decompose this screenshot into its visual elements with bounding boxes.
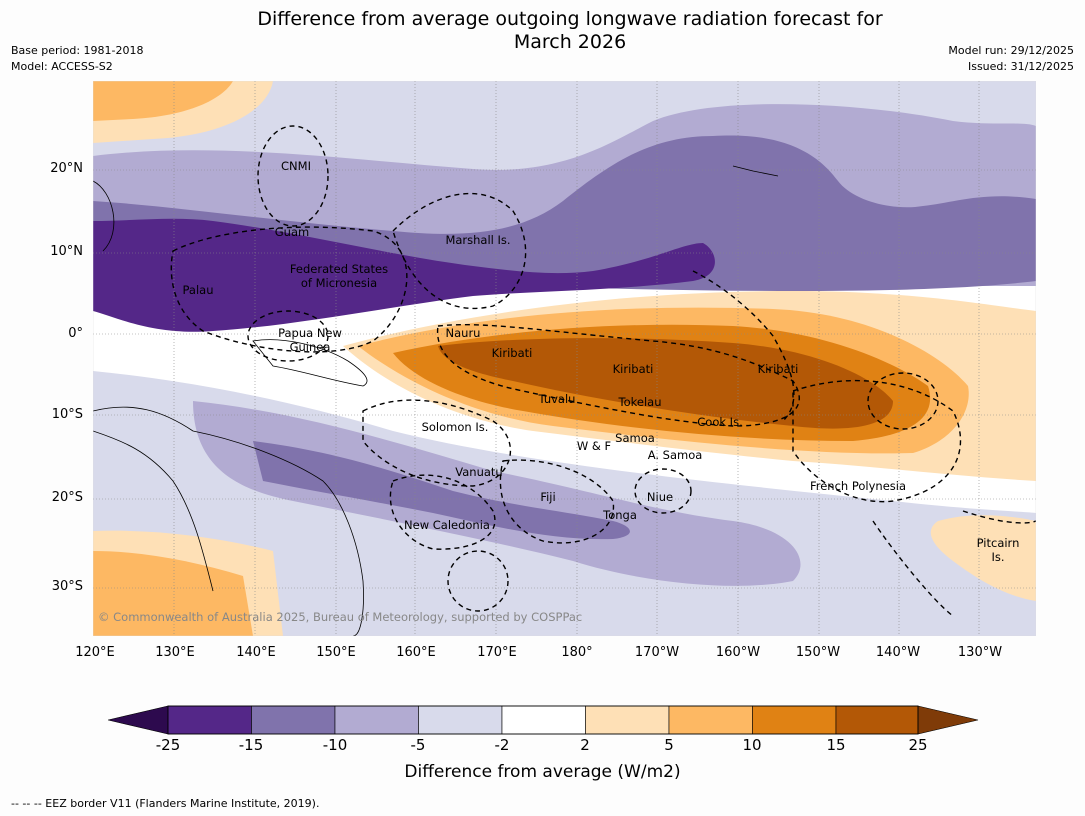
meta-left: Base period: 1981-2018 Model: ACCESS-S2 xyxy=(11,43,143,75)
contour-band xyxy=(253,441,630,540)
colorbar-tick: 10 xyxy=(742,736,762,754)
label-kiribati-central: Kiribati xyxy=(613,362,654,376)
contour-band xyxy=(193,401,801,586)
label-tokelau: Tokelau xyxy=(618,395,662,409)
forecast-map: CNMI Guam Marshall Is. Federated States … xyxy=(93,81,1036,636)
colorbar-tick: -2 xyxy=(494,736,510,754)
contour-band xyxy=(93,218,715,332)
colorbar-swatch xyxy=(334,705,419,735)
eez-borders xyxy=(170,125,1036,617)
lon-label: 170°W xyxy=(634,645,680,660)
lon-label: 130°E xyxy=(155,645,195,660)
colorbar-extend-max xyxy=(917,705,979,735)
lat-label: 30°S xyxy=(51,579,83,594)
label-pitcairn-1: Pitcairn xyxy=(977,536,1020,550)
lon-label: 180° xyxy=(561,645,593,660)
lon-label: 160°W xyxy=(715,645,761,660)
label-marshall: Marshall Is. xyxy=(445,233,510,247)
lat-label: 10°N xyxy=(50,244,83,259)
meta-right: Model run: 29/12/2025 Issued: 31/12/2025 xyxy=(948,43,1074,75)
colorbar-tick: -15 xyxy=(238,736,264,754)
coastlines xyxy=(93,165,779,636)
copyright-text: © Commonwealth of Australia 2025, Bureau… xyxy=(98,610,582,624)
label-pitcairn-2: Is. xyxy=(991,550,1004,564)
lon-label: 150°E xyxy=(316,645,356,660)
model-run-text: Model run: 29/12/2025 xyxy=(948,44,1074,57)
colorbar xyxy=(108,705,979,735)
title-line-1: Difference from average outgoing longwav… xyxy=(257,8,883,30)
label-nauru: Nauru xyxy=(446,326,481,340)
colorbar-tick: -5 xyxy=(410,736,426,754)
title-line-2: March 2026 xyxy=(513,31,627,53)
label-kiribati-east: Kiribati xyxy=(758,362,799,376)
label-cook: Cook Is. xyxy=(697,415,742,429)
label-kiribati-west: Kiribati xyxy=(492,346,533,360)
label-solomon: Solomon Is. xyxy=(422,420,489,434)
label-palau: Palau xyxy=(183,283,214,297)
label-wf: W & F xyxy=(577,439,611,453)
label-vanuatu: Vanuatu xyxy=(455,465,502,479)
label-png-1: Papua New xyxy=(278,326,342,340)
lat-label: 0° xyxy=(68,326,83,341)
colorbar-swatch xyxy=(167,705,252,735)
colorbar-swatch xyxy=(835,705,919,735)
colorbar-swatch xyxy=(585,705,670,735)
label-cnmi: CNMI xyxy=(281,159,311,173)
lon-label: 170°E xyxy=(477,645,517,660)
lon-label: 130°W xyxy=(957,645,1003,660)
region-labels: CNMI Guam Marshall Is. Federated States … xyxy=(183,159,1020,564)
label-guam: Guam xyxy=(275,225,309,239)
colorbar-extend-min xyxy=(108,705,169,735)
colorbar-tick: 5 xyxy=(664,736,674,754)
colorbar-swatch xyxy=(501,705,586,735)
colorbar-title: Difference from average (W/m2) xyxy=(404,762,681,782)
contour-band xyxy=(93,81,233,121)
eez-footnote: -- -- -- EEZ border V11 (Flanders Marine… xyxy=(11,797,320,810)
lat-label: 20°S xyxy=(51,490,83,505)
label-fsm-1: Federated States xyxy=(290,262,388,276)
colorbar-tick: 15 xyxy=(826,736,846,754)
base-period-text: Base period: 1981-2018 xyxy=(11,44,144,57)
graticule xyxy=(93,81,1036,636)
lon-label: 140°W xyxy=(875,645,921,660)
lon-label: 150°W xyxy=(795,645,841,660)
lat-label: 10°S xyxy=(51,407,83,422)
colorbar-tick: -10 xyxy=(322,736,348,754)
lon-label: 120°E xyxy=(75,645,115,660)
contour-band xyxy=(93,551,253,636)
colorbar-tick: 25 xyxy=(908,736,928,754)
anomaly-field xyxy=(93,81,1036,636)
label-newcal: New Caledonia xyxy=(404,518,490,532)
chart-title: Difference from average outgoing longwav… xyxy=(0,8,1085,54)
colorbar-swatch xyxy=(418,705,503,735)
lat-label: 20°N xyxy=(50,161,83,176)
label-tuvalu: Tuvalu xyxy=(538,392,576,406)
contour-band xyxy=(930,515,1036,601)
colorbar-tick: 2 xyxy=(580,736,590,754)
label-samoa: Samoa xyxy=(615,431,655,445)
label-fiji: Fiji xyxy=(540,490,555,504)
contour-band xyxy=(438,338,893,429)
label-tonga: Tonga xyxy=(602,508,637,522)
issued-text: Issued: 31/12/2025 xyxy=(967,60,1074,73)
colorbar-swatch xyxy=(668,705,753,735)
label-fsm-2: of Micronesia xyxy=(301,276,377,290)
label-png-2: Guinea xyxy=(290,340,331,354)
label-niue: Niue xyxy=(647,490,673,504)
label-french-polynesia: French Polynesia xyxy=(810,479,906,493)
colorbar-swatch xyxy=(251,705,336,735)
lon-label: 160°E xyxy=(396,645,436,660)
model-text: Model: ACCESS-S2 xyxy=(11,60,113,73)
colorbar-swatch xyxy=(752,705,837,735)
label-asamoa: A. Samoa xyxy=(648,448,703,462)
colorbar-tick: -25 xyxy=(155,736,181,754)
colorbar-frame xyxy=(167,705,919,735)
lon-label: 140°E xyxy=(236,645,276,660)
